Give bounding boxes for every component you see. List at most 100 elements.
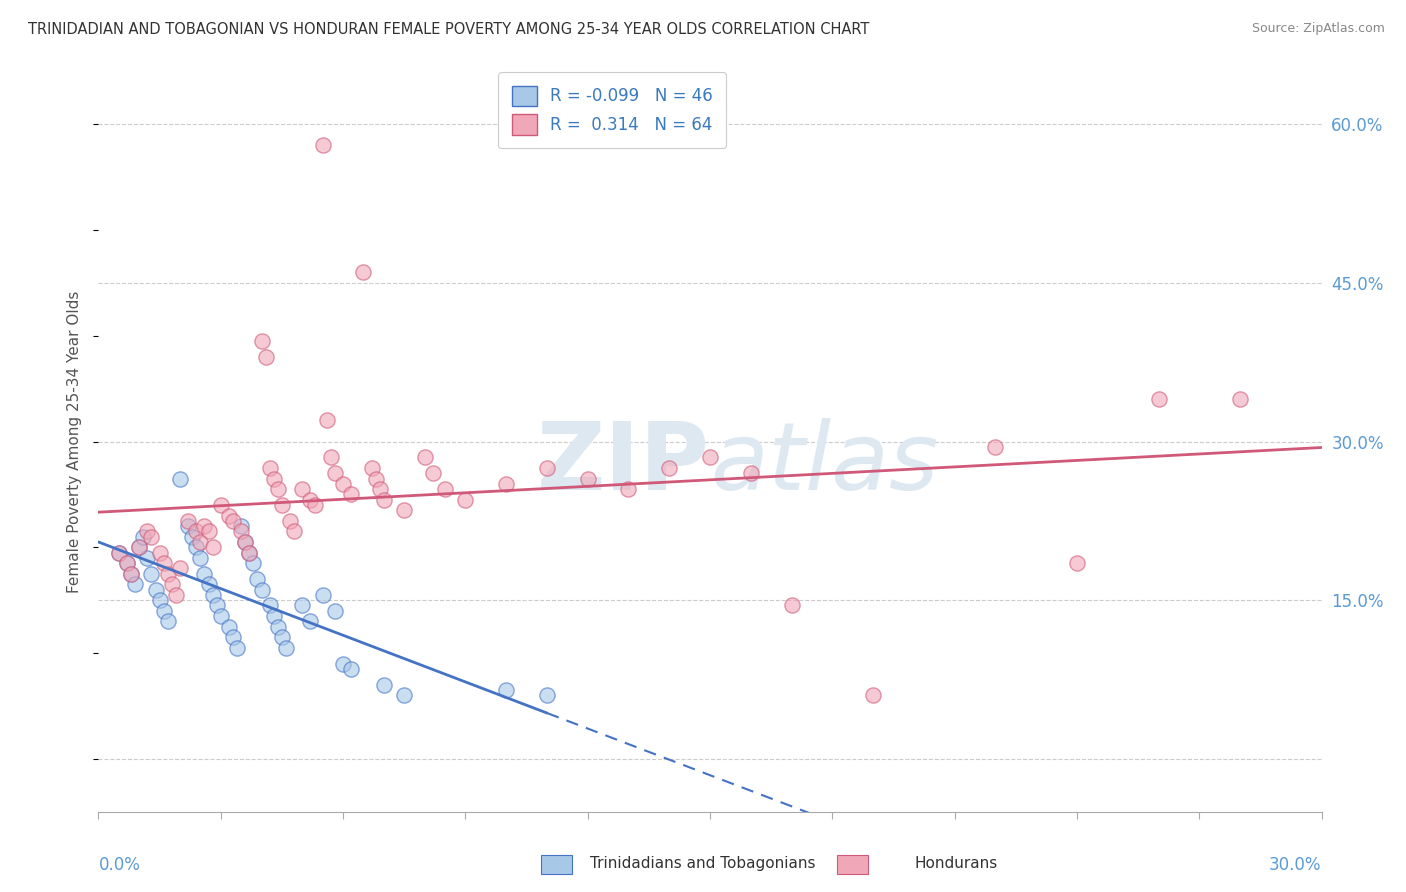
Point (152, 604, 174, 618)
Point (740, 467, 762, 481)
Point (201, 541, 224, 555)
Point (304, 498, 326, 512)
Point (263, 609, 285, 624)
Point (132, 530, 155, 544)
Point (222, 630, 245, 644)
Point (197, 524, 219, 539)
Point (145, 582, 167, 597)
Point (188, 535, 212, 549)
Point (209, 609, 232, 624)
Text: ZIP: ZIP (537, 417, 710, 509)
Point (1147, 392, 1170, 407)
Y-axis label: Female Poverty Among 25-34 Year Olds: Female Poverty Among 25-34 Year Olds (67, 291, 83, 592)
Point (658, 461, 681, 475)
Point (188, 550, 212, 565)
Point (165, 588, 187, 602)
Point (136, 524, 159, 539)
Point (120, 566, 142, 581)
Point (576, 471, 599, 485)
Point (128, 541, 150, 555)
Point (422, 467, 444, 481)
Point (536, 461, 558, 475)
Point (233, 535, 256, 549)
Point (250, 334, 273, 348)
Point (267, 619, 290, 633)
Point (169, 471, 191, 485)
Point (270, 630, 294, 644)
Point (270, 498, 294, 512)
Point (124, 577, 146, 591)
Point (291, 482, 314, 496)
Point (315, 413, 337, 427)
Point (177, 519, 200, 533)
Text: 0.0%: 0.0% (98, 856, 141, 874)
Point (218, 619, 240, 633)
Point (364, 471, 387, 485)
Point (332, 476, 354, 491)
Point (177, 514, 200, 528)
Point (231, 519, 253, 533)
Point (233, 535, 256, 549)
Point (254, 350, 277, 364)
Point (169, 561, 191, 575)
Point (250, 582, 273, 597)
Point (193, 566, 215, 581)
Text: Trinidadians and Tobagonians: Trinidadians and Tobagonians (591, 856, 815, 871)
Point (495, 683, 517, 698)
Point (141, 566, 163, 581)
Point (193, 519, 215, 533)
Point (205, 599, 228, 613)
Point (160, 577, 183, 591)
Point (1066, 556, 1088, 570)
Text: 30.0%: 30.0% (1270, 856, 1322, 874)
Point (278, 514, 301, 528)
Point (373, 492, 395, 507)
Point (617, 482, 640, 496)
Point (181, 530, 204, 544)
Point (780, 599, 803, 613)
Point (128, 541, 150, 555)
Point (283, 524, 305, 539)
Point (274, 640, 297, 655)
Point (115, 556, 138, 570)
Point (1229, 392, 1251, 407)
Point (156, 566, 179, 581)
Point (299, 615, 322, 629)
Legend: R = -0.099   N = 46, R =  0.314   N = 64: R = -0.099 N = 46, R = 0.314 N = 64 (498, 72, 725, 148)
Point (312, 138, 335, 153)
Point (352, 265, 374, 279)
Text: TRINIDADIAN AND TOBAGONIAN VS HONDURAN FEMALE POVERTY AMONG 25-34 YEAR OLDS CORR: TRINIDADIAN AND TOBAGONIAN VS HONDURAN F… (28, 22, 869, 37)
Point (246, 572, 269, 586)
Text: Hondurans: Hondurans (914, 856, 998, 871)
Point (434, 482, 457, 496)
Point (149, 546, 172, 560)
Point (454, 492, 477, 507)
Point (368, 482, 391, 496)
Point (108, 546, 131, 560)
Point (242, 556, 264, 570)
Point (218, 508, 240, 523)
Point (263, 471, 285, 485)
Point (373, 678, 395, 692)
Point (392, 689, 416, 703)
Point (699, 450, 721, 465)
Point (360, 461, 382, 475)
Point (862, 689, 884, 703)
Point (152, 556, 174, 570)
Point (108, 546, 131, 560)
Point (291, 599, 314, 613)
Point (120, 566, 142, 581)
Point (323, 467, 346, 481)
Point (984, 440, 1007, 454)
Point (115, 556, 138, 570)
Point (201, 588, 224, 602)
Point (312, 588, 335, 602)
Point (238, 546, 260, 560)
Point (149, 593, 172, 607)
Point (413, 450, 436, 465)
Point (319, 450, 342, 465)
Point (186, 524, 208, 539)
Point (186, 541, 208, 555)
Point (299, 492, 322, 507)
Point (340, 662, 363, 676)
